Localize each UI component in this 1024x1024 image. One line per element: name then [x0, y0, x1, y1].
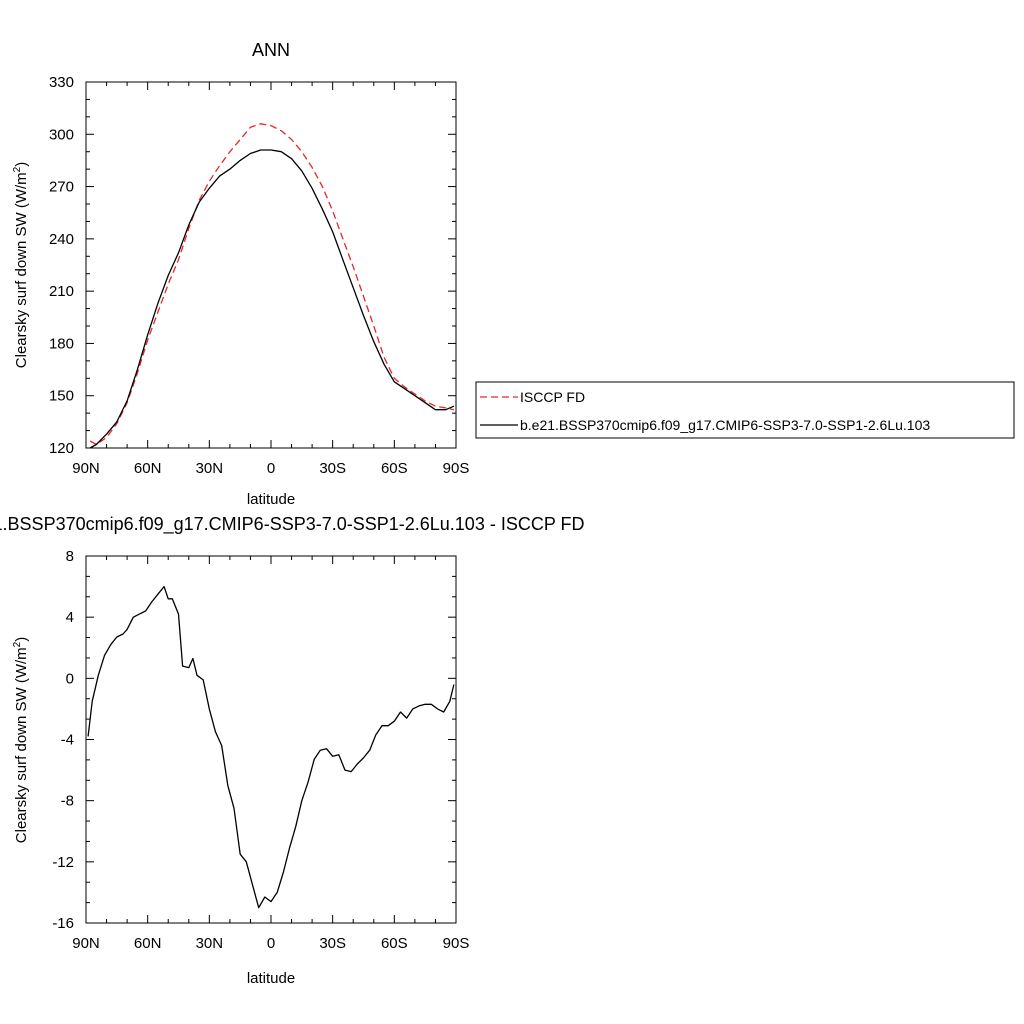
- top-ytick-label: 330: [49, 74, 74, 91]
- bottom-ytick-label: 4: [66, 609, 74, 626]
- top-chart-title: ANN: [252, 40, 290, 60]
- bottom-xtick-label: 90N: [72, 935, 100, 952]
- top-xtick-label: 60N: [134, 460, 162, 477]
- bottom-xtick-label: 60N: [134, 935, 162, 952]
- legend-box: [475, 381, 1015, 439]
- legend-label-model: b.e21.BSSP370cmip6.f09_g17.CMIP6-SSP3-7.…: [520, 417, 930, 433]
- top-xtick-label: 90N: [72, 460, 100, 477]
- bottom-y-axis-title: Clearsky surf down SW (W/m2): [12, 637, 30, 843]
- bottom-ytick-label: -16: [52, 915, 74, 932]
- top-xtick-label: 30S: [319, 460, 346, 477]
- bottom-axis-ticks: [85, 555, 457, 924]
- bottom-ytick-label: -4: [61, 732, 74, 749]
- top-series-line-1: [89, 149, 455, 449]
- top-ytick-label: 300: [49, 126, 74, 143]
- bottom-ytick-label: -12: [52, 854, 74, 871]
- top-ytick-label: 240: [49, 231, 74, 248]
- top-plot-frame: [85, 81, 457, 449]
- bottom-xtick-label: 30S: [319, 935, 346, 952]
- top-ytick-label: 150: [49, 388, 74, 405]
- bottom-plot-frame: [85, 555, 457, 924]
- top-axis-ticks: [85, 81, 457, 449]
- top-ytick-label: 270: [49, 179, 74, 196]
- top-series-line-0: [89, 123, 455, 446]
- bottom-ytick-label: -8: [61, 793, 74, 810]
- top-ytick-label: 210: [49, 283, 74, 300]
- bottom-x-tick-labels: 90N 60N 30N 0 30S 60S 90S: [72, 935, 469, 952]
- bottom-chart-title: b.e21.BSSP370cmip6.f09_g17.CMIP6-SSP3-7.…: [0, 514, 585, 535]
- bottom-xtick-label: 0: [267, 935, 275, 952]
- top-xtick-label: 0: [267, 460, 275, 477]
- bottom-panel: b.e21.BSSP370cmip6.f09_g17.CMIP6-SSP3-7.…: [0, 514, 585, 987]
- legend: ISCCP FD b.e21.BSSP370cmip6.f09_g17.CMIP…: [475, 381, 1015, 439]
- bottom-ytick-label: 8: [66, 548, 74, 565]
- bottom-xtick-label: 90S: [443, 935, 470, 952]
- bottom-xtick-label: 60S: [381, 935, 408, 952]
- top-y-axis-title: Clearsky surf down SW (W/m2): [12, 162, 30, 368]
- bottom-y-tick-labels: -16 -12 -8 -4 0 4 8: [52, 548, 74, 932]
- top-x-axis-title: latitude: [247, 491, 295, 508]
- top-ytick-label: 180: [49, 335, 74, 352]
- bottom-ytick-label: 0: [66, 670, 74, 687]
- top-xtick-label: 30N: [196, 460, 224, 477]
- bottom-series-lines: [87, 585, 455, 909]
- top-x-tick-labels: 90N 60N 30N 0 30S 60S 90S: [72, 460, 469, 477]
- bottom-xtick-label: 30N: [196, 935, 224, 952]
- bottom-x-axis-title: latitude: [247, 970, 295, 987]
- bottom-series-line-0: [87, 585, 455, 909]
- top-panel: ANN Clearsky surf down SW (W/m2) 1201501…: [12, 40, 1015, 508]
- top-xtick-label: 60S: [381, 460, 408, 477]
- top-y-tick-labels: 120 150 180 210 240 270 300 330: [49, 74, 74, 457]
- top-ytick-label: 120: [49, 440, 74, 457]
- top-xtick-label: 90S: [443, 460, 470, 477]
- top-series-lines: [89, 123, 455, 449]
- legend-label-isccp: ISCCP FD: [520, 389, 585, 405]
